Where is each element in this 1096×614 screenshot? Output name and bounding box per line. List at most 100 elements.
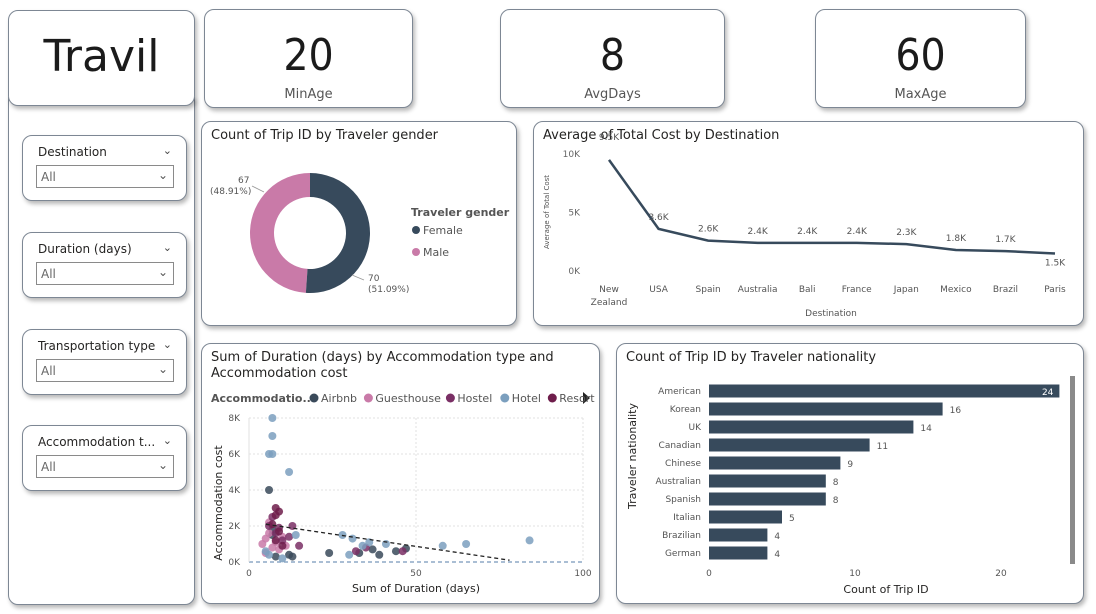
x-axis-title: Count of Trip ID (843, 583, 928, 596)
app-title: Travil (43, 31, 160, 82)
data-point-hotel (438, 541, 447, 550)
legend-swatch-female (412, 226, 420, 234)
data-point-hotel (265, 550, 274, 559)
chevron-down-icon: ⌄ (157, 362, 168, 376)
y-tick-label: Italian (673, 513, 701, 523)
x-tick-label: 20 (995, 569, 1007, 579)
legend-label-airbnb: Airbnb (321, 392, 357, 405)
kpi-value: 20 (283, 30, 334, 81)
data-label: 1.5K (1045, 258, 1066, 268)
trend-line (265, 523, 510, 561)
data-point-resort (268, 520, 277, 529)
slicer-transportation[interactable]: Transportation type ⌄ All ⌄ (22, 329, 187, 395)
legend-swatch-hostel (445, 393, 455, 403)
y-tick-label: American (658, 387, 701, 397)
data-label: 14 (920, 424, 932, 434)
legend-title: Accommodatio... (211, 392, 315, 405)
data-point-hostel (285, 532, 294, 541)
chevron-down-icon[interactable]: ⌄ (162, 144, 172, 157)
y-tick-label: Brazilian (662, 531, 701, 541)
slicer-label: Destination (38, 145, 107, 159)
bar (709, 510, 782, 524)
data-label: 8 (833, 496, 839, 506)
duration-scatter-chart: Accommodatio... Accommodation cost Sum o… (211, 392, 595, 595)
bar (709, 492, 826, 506)
chevron-down-icon[interactable]: ⌄ (162, 241, 172, 254)
slicer-destination[interactable]: Destination ⌄ All ⌄ (22, 135, 187, 201)
y-tick-label: 10K (563, 150, 581, 160)
chevron-down-icon[interactable]: ⌄ (162, 434, 172, 447)
chevron-down-icon: ⌄ (157, 458, 168, 472)
x-tick-label: Mexico (940, 285, 972, 295)
y-tick-label: 2K (228, 522, 241, 532)
data-point-hotel (345, 550, 354, 559)
data-label: 2.4K (847, 227, 868, 237)
data-label: 2.4K (797, 227, 818, 237)
y-tick-label: Canadian (659, 441, 701, 451)
slicer-dropdown[interactable]: All ⌄ (36, 359, 174, 382)
bar (709, 402, 943, 416)
x-tick-label: Bali (799, 285, 816, 295)
legend-label-male: Male (423, 246, 449, 259)
y-tick-label: German (665, 549, 701, 559)
legend-swatch-resort (547, 393, 557, 403)
y-tick-label: 0K (228, 558, 241, 568)
data-point-hotel (268, 450, 277, 458)
data-point-hostel (398, 547, 407, 556)
cost-line-chart: Average of Total Cost Destination 0K 5K 10… (543, 133, 1066, 319)
chart-title: Count of Trip ID by Traveler nationality (626, 350, 877, 365)
y-tick-label: 5K (568, 209, 581, 219)
slicer-value: All (41, 460, 56, 474)
chevron-down-icon[interactable]: ⌄ (162, 338, 172, 351)
x-tick-label: France (842, 285, 872, 295)
slicer-dropdown[interactable]: All ⌄ (36, 455, 174, 478)
x-tick-label: Zealand (591, 298, 628, 308)
kpi-label: AvgDays (584, 87, 641, 102)
data-point-hotel (278, 554, 287, 563)
scrollbar-thumb[interactable] (1070, 376, 1075, 564)
data-label-female-count: 70 (368, 274, 380, 284)
series-line (607, 159, 1056, 255)
y-tick-label: 8K (228, 414, 241, 424)
bar (709, 420, 914, 434)
data-label: 3.6K (648, 213, 669, 223)
data-label: 4 (774, 550, 780, 560)
chart-title: Count of Trip ID by Traveler gender (211, 128, 439, 143)
bar (709, 438, 870, 452)
y-tick-label: Chinese (665, 459, 701, 469)
nationality-bar-card: Count of Trip ID by Traveler nationality… (616, 343, 1084, 604)
chevron-down-icon: ⌄ (157, 168, 168, 182)
slicer-dropdown[interactable]: All ⌄ (36, 165, 174, 188)
kpi-label: MinAge (284, 87, 333, 102)
x-tick-label: 0 (246, 569, 252, 579)
slicer-accommodation[interactable]: Accommodation t... ⌄ All ⌄ (22, 425, 187, 491)
slicer-value: All (41, 364, 56, 378)
kpi-label: MaxAge (894, 87, 947, 102)
legend-label-hostel: Hostel (457, 392, 492, 405)
slicer-value: All (41, 267, 56, 281)
slicer-duration[interactable]: Duration (days) ⌄ All ⌄ (22, 232, 187, 298)
chart-title: Average of Total Cost by Destination (543, 128, 780, 143)
x-tick-label: Brazil (993, 285, 1018, 295)
legend-title: Traveler gender (411, 206, 510, 219)
legend-next-arrow-icon[interactable] (583, 392, 590, 404)
data-point-airbnb (288, 552, 297, 561)
x-tick-label: 100 (574, 569, 591, 579)
data-label: 16 (950, 406, 962, 416)
x-tick-label: USA (649, 285, 668, 295)
gender-donut-card: Count of Trip ID by Traveler gender Trav… (201, 121, 517, 326)
x-axis-title: Destination (805, 309, 857, 319)
x-tick-label: 0 (706, 569, 712, 579)
data-label-male-pct: (48.91%) (210, 187, 251, 197)
slicer-label: Transportation type (38, 339, 156, 353)
data-point-hotel (462, 540, 471, 548)
bar (709, 456, 841, 470)
data-point-resort (275, 527, 284, 536)
data-label: 9 (847, 460, 853, 470)
data-label: 24 (1042, 388, 1054, 398)
data-label: 1.8K (946, 234, 967, 244)
data-point-hotel (268, 432, 277, 440)
data-point-hotel (381, 540, 390, 548)
x-tick-label: Paris (1044, 285, 1066, 295)
slicer-dropdown[interactable]: All ⌄ (36, 262, 174, 285)
